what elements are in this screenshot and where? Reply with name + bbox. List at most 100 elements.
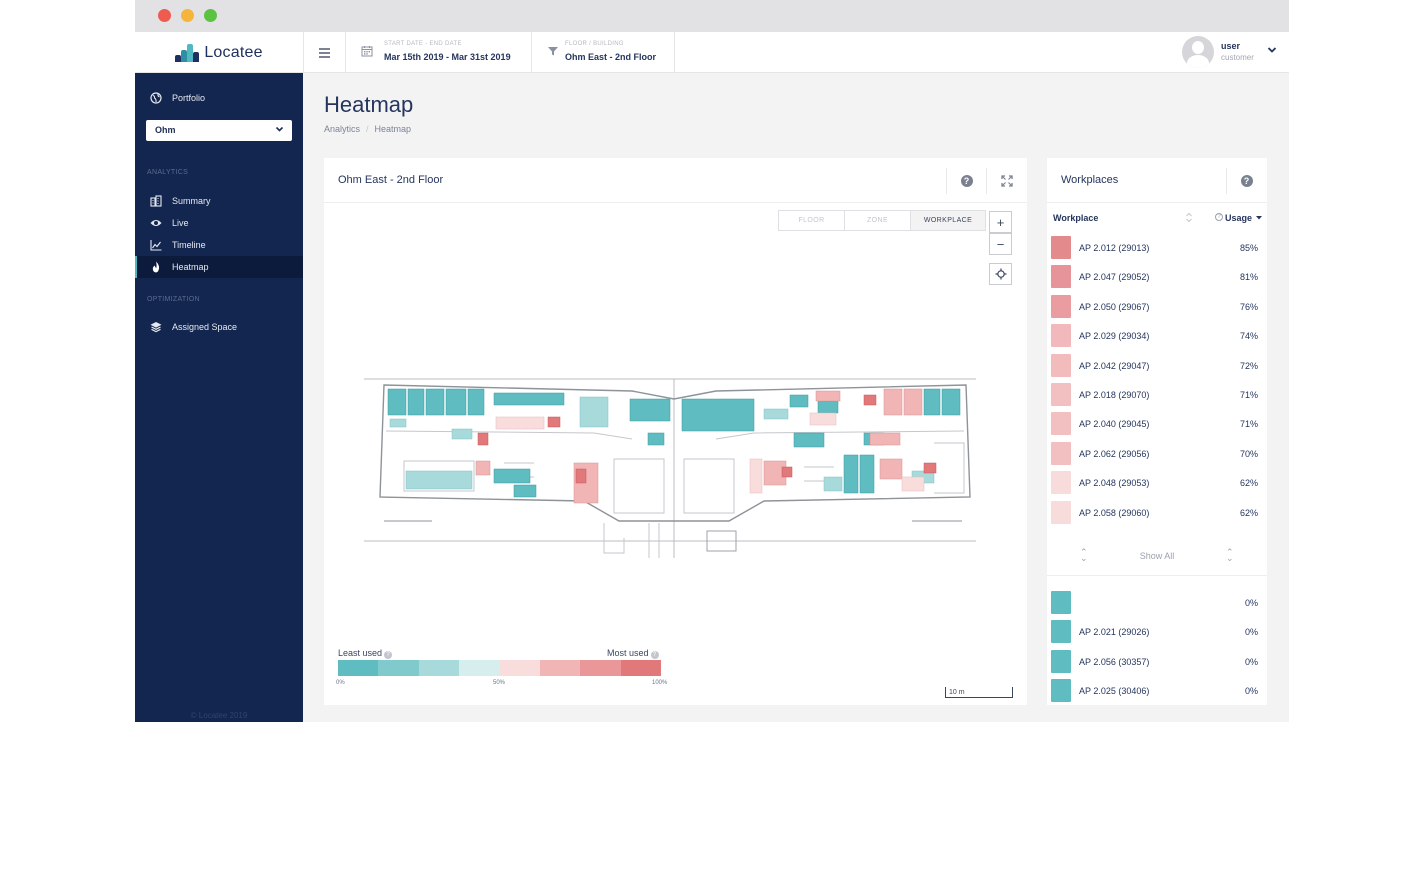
chevron-down-icon — [1267, 47, 1277, 53]
workplace-row[interactable]: AP 2.025 (30406) 0% — [1047, 676, 1267, 705]
workplace-row[interactable]: AP 2.047 (29052) 81% — [1047, 262, 1267, 291]
sidebar-item-summary[interactable]: Summary — [135, 190, 303, 212]
user-role: customer — [1221, 53, 1254, 62]
show-all-button[interactable]: ⌃ ⌄ Show All ⌃ ⌄ — [1047, 547, 1267, 576]
workplaces-help-button[interactable]: ? — [1226, 168, 1266, 194]
show-all-label: Show All — [1139, 551, 1175, 561]
user-menu[interactable]: user customer — [1177, 32, 1289, 73]
chart-line-icon — [150, 239, 162, 251]
workplace-name: AP 2.050 (29067) — [1079, 301, 1150, 312]
workplace-row[interactable]: AP 2.021 (29026) 0% — [1047, 617, 1267, 646]
usage-color-swatch — [1051, 620, 1071, 644]
flame-icon — [150, 261, 162, 273]
workplace-row[interactable]: AP 2.056 (30357) 0% — [1047, 647, 1267, 676]
minus-icon: − — [996, 236, 1005, 252]
window-close-button[interactable] — [158, 9, 171, 22]
help-icon: ? — [1240, 175, 1253, 187]
sidebar-item-portfolio[interactable]: Portfolio — [135, 87, 303, 109]
sidebar-item-label: Live — [172, 218, 189, 228]
workplace-usage: 85% — [1239, 243, 1258, 253]
eye-icon — [150, 217, 162, 229]
info-icon: ? — [384, 651, 393, 659]
workplace-name: AP 2.042 (29047) — [1079, 360, 1150, 371]
recenter-button[interactable] — [989, 263, 1012, 285]
column-workplace-header[interactable]: Workplace — [1053, 213, 1099, 223]
sidebar-item-label: Portfolio — [172, 93, 206, 103]
workplace-usage: 0% — [1244, 686, 1258, 697]
info-icon: ? — [1215, 213, 1223, 221]
page-title: Heatmap — [324, 92, 414, 117]
workplaces-card: Workplaces ? Workplace ? Usage AP 2.012 … — [1047, 158, 1267, 705]
view-mode-toggle: FLOOR ZONE WORKPLACE — [778, 210, 986, 231]
expand-icon — [1000, 175, 1013, 187]
zoom-out-button[interactable]: − — [989, 233, 1012, 255]
floor-building-picker[interactable]: FLOOR / BUILDING Ohm East - 2nd Floor — [531, 32, 675, 73]
scale-label: 10 m — [949, 689, 965, 696]
view-zone-button[interactable]: ZONE — [845, 211, 911, 230]
sort-icon[interactable] — [1185, 212, 1193, 223]
usage-color-swatch — [1051, 591, 1071, 614]
view-workplace-button[interactable]: WORKPLACE — [911, 211, 985, 230]
workplace-name: AP 2.029 (29034) — [1079, 331, 1150, 342]
sidebar-item-assigned-space[interactable]: Assigned Space — [135, 316, 303, 338]
usage-color-swatch — [1051, 679, 1071, 703]
top-header: Locatee START DATE - END DATE Mar 15th 2… — [135, 32, 1289, 73]
workplace-row[interactable]: AP 2.062 (29056) 70% — [1047, 439, 1267, 468]
analytics-section-title: ANALYTICS — [147, 169, 189, 176]
expand-vertical-icon: ⌃ ⌄ — [1080, 547, 1088, 563]
workplace-red-zones — [477, 394, 937, 484]
globe-icon — [150, 92, 162, 104]
date-range-picker[interactable]: START DATE - END DATE Mar 15th 2019 - Ma… — [345, 32, 531, 73]
map-title: Ohm East - 2nd Floor — [338, 174, 444, 186]
workplace-usage: 62% — [1239, 507, 1258, 518]
legend-swatch — [378, 660, 419, 676]
sort-desc-icon[interactable] — [1255, 215, 1263, 221]
fullscreen-button[interactable] — [986, 168, 1026, 194]
workplace-row[interactable]: AP 2.040 (29045) 71% — [1047, 409, 1267, 438]
workplace-row[interactable]: AP 2.058 (29060) 62% — [1047, 498, 1267, 527]
filter-icon — [548, 47, 558, 56]
workplace-row[interactable]: AP 2.012 (29013) 85% — [1047, 233, 1267, 262]
workplace-row[interactable]: AP 2.050 (29067) 76% — [1047, 292, 1267, 321]
workplace-usage: 74% — [1239, 331, 1258, 342]
usage-color-swatch — [1051, 412, 1071, 436]
expand-vertical-icon: ⌃ ⌄ — [1226, 547, 1234, 563]
map-scale-bar: 10 m — [945, 687, 1013, 698]
floor-plan-map[interactable] — [364, 373, 984, 563]
menu-toggle-button[interactable] — [303, 32, 345, 73]
workplace-row[interactable]: AP 2.042 (29047) 72% — [1047, 351, 1267, 380]
breadcrumb-analytics[interactable]: Analytics — [324, 124, 361, 134]
sidebar-item-live[interactable]: Live — [135, 212, 303, 234]
sidebar-item-timeline[interactable]: Timeline — [135, 234, 303, 256]
legend-swatch — [338, 660, 379, 676]
view-floor-button[interactable]: FLOOR — [779, 211, 845, 230]
calendar-icon — [361, 46, 373, 57]
workplace-row[interactable]: 0% — [1047, 588, 1267, 617]
building-select[interactable]: Ohm — [146, 120, 292, 141]
workplace-teal-zones — [387, 388, 961, 498]
chevron-down-icon — [275, 126, 284, 132]
workplace-usage: 81% — [1239, 272, 1258, 283]
window-minimize-button[interactable] — [181, 9, 194, 22]
workplace-row[interactable]: AP 2.029 (29034) 74% — [1047, 321, 1267, 350]
sidebar-item-heatmap[interactable]: Heatmap — [135, 256, 303, 278]
legend-most-used: Most used? — [607, 648, 659, 659]
map-help-button[interactable]: ? — [946, 168, 986, 194]
info-icon: ? — [650, 651, 659, 659]
workplace-row[interactable]: AP 2.018 (29070) 71% — [1047, 380, 1267, 409]
legend-swatch — [418, 660, 460, 676]
heatmap-card-header: Ohm East - 2nd Floor ? — [324, 158, 1027, 203]
legend-swatch — [539, 660, 581, 676]
workplace-row[interactable]: AP 2.048 (29053) 62% — [1047, 468, 1267, 497]
locatee-logo[interactable]: Locatee — [135, 32, 303, 73]
breadcrumb-separator: / — [366, 124, 369, 134]
workplace-name: AP 2.062 (29056) — [1079, 448, 1150, 459]
legend-swatch — [620, 660, 661, 676]
hamburger-icon — [319, 51, 330, 54]
window-titlebar — [135, 0, 1289, 32]
column-usage-header[interactable]: Usage — [1225, 213, 1253, 223]
heatmap-card: Ohm East - 2nd Floor ? FLOOR ZONE WORKPL… — [324, 158, 1027, 705]
window-maximize-button[interactable] — [204, 9, 217, 22]
workplace-name: AP 2.021 (29026) — [1079, 627, 1150, 638]
zoom-in-button[interactable]: + — [989, 211, 1012, 233]
